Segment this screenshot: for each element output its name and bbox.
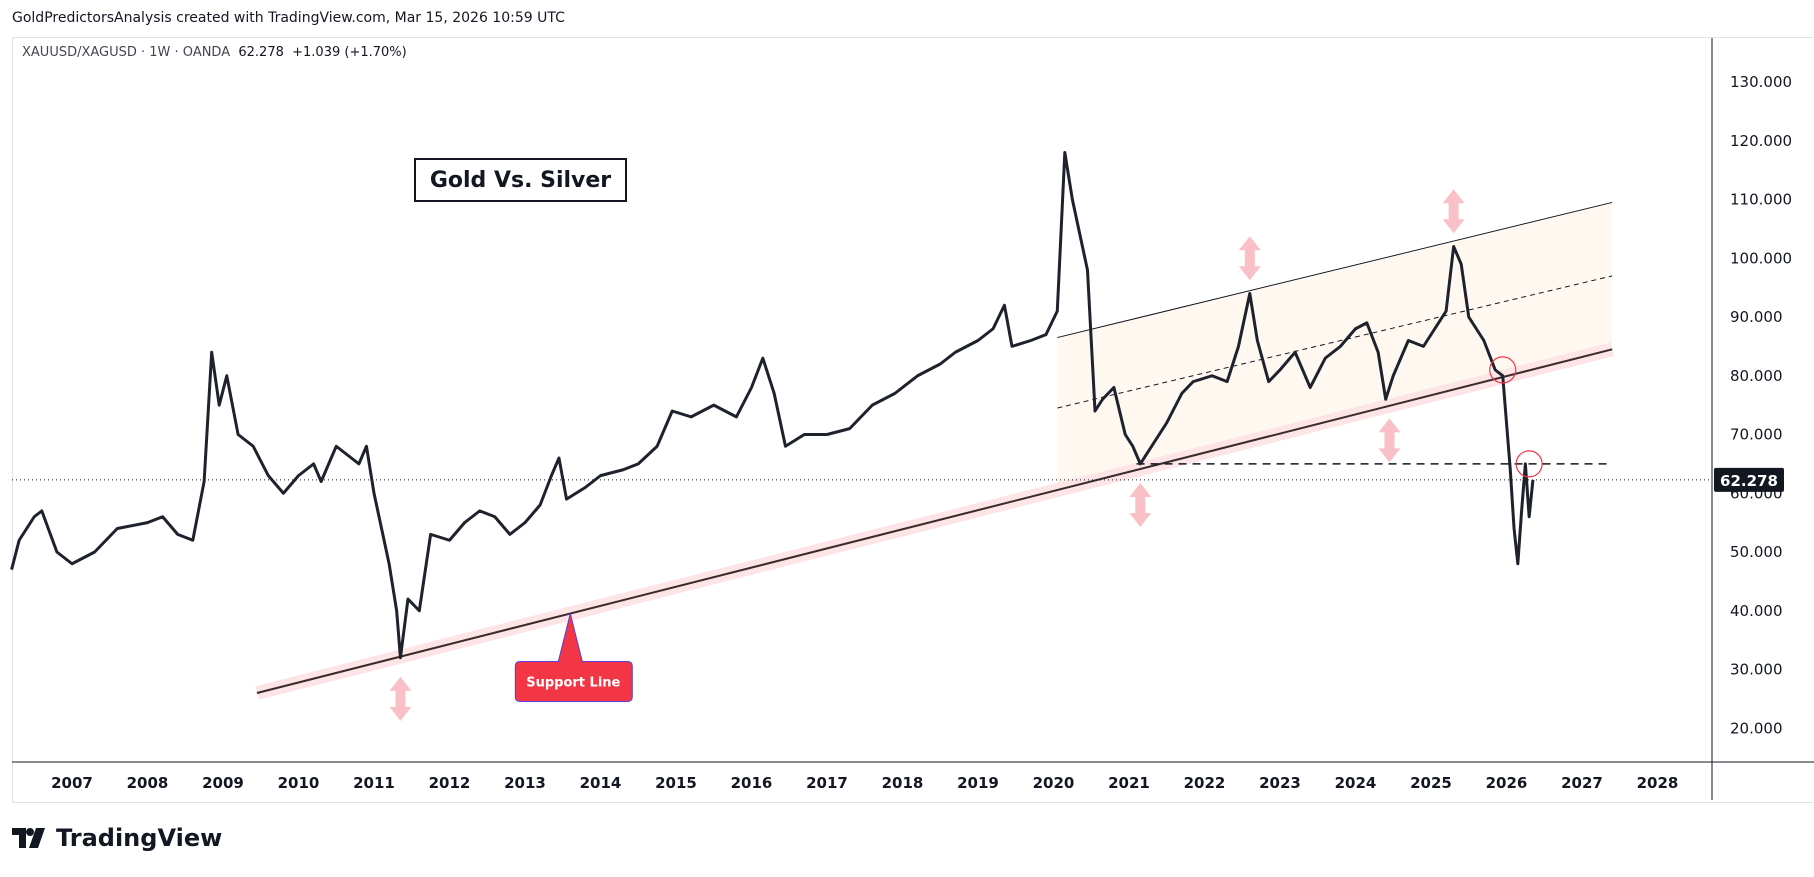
y-tick-label: 100.000 [1730,249,1792,267]
x-tick-label: 2020 [1033,774,1075,792]
y-tick-label: 40.000 [1730,602,1783,620]
y-tick-label: 120.000 [1730,132,1792,150]
x-tick-label: 2018 [882,774,924,792]
double-arrow-icon [1378,418,1401,463]
tradingview-logo: TradingView [12,824,222,852]
symbol-info: XAUUSD/XAGUSD · 1W · OANDA [22,45,231,60]
y-tick-label: 70.000 [1730,426,1783,444]
x-tick-label: 2014 [580,774,622,792]
current-price-label: 62.278 [1720,472,1778,490]
double-arrow-icon [1129,483,1152,527]
y-tick-label: 80.000 [1730,367,1783,385]
support-line [256,348,1613,694]
double-arrow-icon [1442,189,1465,234]
x-tick-label: 2022 [1184,774,1226,792]
x-tick-label: 2019 [957,774,999,792]
y-tick-label: 90.000 [1730,308,1783,326]
x-tick-label: 2008 [127,774,169,792]
x-tick-label: 2010 [278,774,320,792]
chart-credit: GoldPredictorsAnalysis created with Trad… [12,10,565,26]
x-tick-label: 2025 [1410,774,1452,792]
chart-frame [12,37,1813,803]
support-line-callout-label: Support Line [526,676,620,691]
double-arrow-icon [1238,236,1261,281]
x-tick-label: 2017 [806,774,848,792]
double-arrow-icon [389,676,412,721]
y-tick-label: 30.000 [1730,661,1783,679]
x-tick-label: 2026 [1486,774,1528,792]
current-price-badge [1714,467,1784,492]
x-tick-label: 2013 [504,774,546,792]
chart-title-box: Gold Vs. Silver [414,158,627,202]
highlight-circle [1515,450,1543,478]
channel-top-line [1057,201,1613,339]
y-tick-label: 130.000 [1730,73,1792,91]
tradingview-logo-icon [12,828,45,848]
x-tick-label: 2009 [202,774,244,792]
x-tick-label: 2016 [731,774,773,792]
x-tick-label: 2027 [1561,774,1603,792]
channel-fill [1057,202,1613,491]
y-tick-label: 50.000 [1730,543,1783,561]
x-tick-label: 2024 [1335,774,1377,792]
tradingview-brand: TradingView [56,824,223,852]
y-tick-label: 20.000 [1730,719,1783,737]
y-tick-label: 110.000 [1730,191,1792,209]
x-tick-label: 2015 [655,774,697,792]
price-series-line [10,151,1535,660]
symbol-legend: XAUUSD/XAGUSD · 1W · OANDA 62.278 +1.039… [22,45,407,60]
x-tick-label: 2012 [429,774,471,792]
price-change: +1.039 (+1.70%) [292,45,407,60]
last-price: 62.278 [238,45,284,60]
highlight-circle [1489,356,1517,384]
support-line-callout [514,613,633,703]
x-tick-label: 2021 [1108,774,1150,792]
x-tick-label: 2028 [1637,774,1679,792]
x-tick-label: 2011 [353,774,395,792]
x-tick-label: 2023 [1259,774,1301,792]
x-tick-label: 2007 [51,774,93,792]
